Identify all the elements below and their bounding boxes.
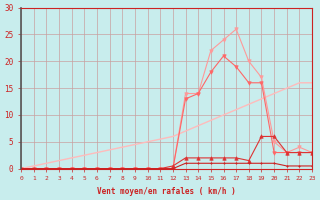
X-axis label: Vent moyen/en rafales ( km/h ): Vent moyen/en rafales ( km/h ) (97, 187, 236, 196)
